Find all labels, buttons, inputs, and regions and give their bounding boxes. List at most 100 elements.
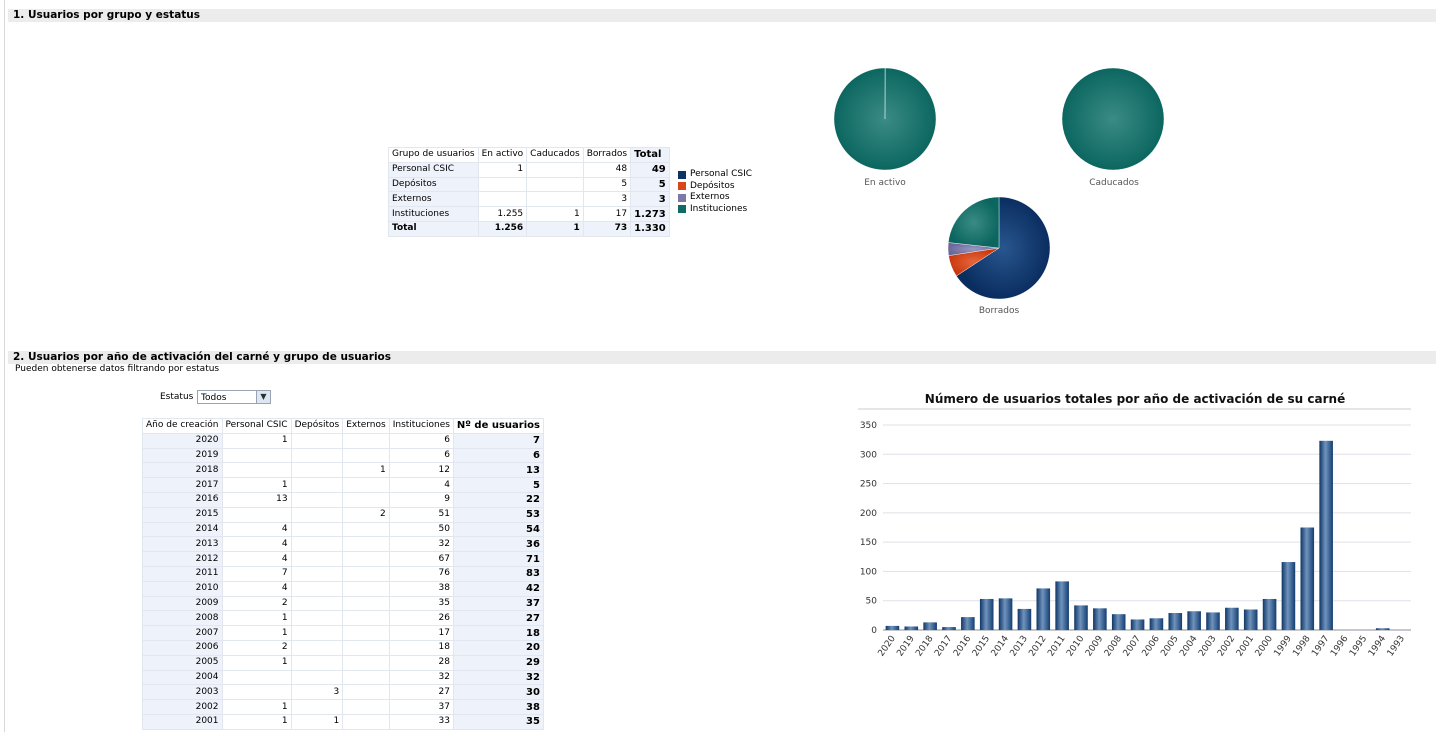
pie-borrados[interactable] [947, 196, 1051, 300]
bar-2014[interactable] [998, 598, 1013, 630]
row-total: 83 [452, 565, 544, 582]
cell: 51 [388, 506, 454, 523]
pie-label-caducados: Caducados [1089, 178, 1139, 188]
bar-2016[interactable] [961, 617, 975, 630]
row-label: Personal CSIC [388, 161, 479, 178]
col-header[interactable]: Caducados [526, 147, 584, 163]
legend-item[interactable]: Instituciones [678, 204, 752, 216]
bar-2000[interactable] [1262, 598, 1277, 630]
table-row: 2006 2 18 20 [142, 639, 544, 656]
table-row: 2002 1 37 38 [142, 699, 544, 715]
legend-item[interactable]: Personal CSIC [678, 169, 752, 181]
bar-2018[interactable] [923, 622, 937, 630]
bar-2005[interactable] [1168, 613, 1183, 630]
row-total: 54 [452, 521, 544, 538]
bar-2010[interactable] [1074, 605, 1088, 630]
slice-instituciones[interactable] [1061, 67, 1165, 171]
x-tick-label: 1995 [1348, 634, 1369, 658]
bar-2006[interactable] [1149, 618, 1164, 630]
left-border [4, 0, 5, 732]
cell [290, 521, 344, 538]
legend-item[interactable]: Externos [678, 192, 752, 204]
row-total: 32 [452, 669, 544, 686]
bar-2002[interactable] [1225, 607, 1239, 630]
cell: 27 [388, 684, 454, 701]
col-header-total[interactable]: Nº de usuarios [452, 418, 544, 434]
col-header[interactable]: Depósitos [290, 418, 344, 434]
cell [342, 536, 390, 553]
row-total: 18 [452, 625, 544, 641]
bar-2015[interactable] [979, 598, 994, 630]
status-filter-label: Estatus [160, 392, 194, 402]
legend-item[interactable]: Depósitos [678, 181, 752, 193]
bar-2008[interactable] [1111, 614, 1126, 630]
row-label: Total [388, 220, 479, 237]
row-total: 13 [452, 462, 544, 479]
row-total: 3 [630, 191, 670, 208]
bar-2003[interactable] [1206, 612, 1220, 630]
cell: 67 [388, 551, 454, 567]
pie-label-borrados: Borrados [978, 306, 1020, 316]
bar-2020[interactable] [885, 625, 900, 630]
cell: 50 [388, 521, 454, 538]
pie-en-activo[interactable] [833, 67, 937, 171]
col-header[interactable]: Personal CSIC [221, 418, 292, 434]
bar-2019[interactable] [904, 626, 919, 630]
bar-1999[interactable] [1281, 562, 1296, 630]
table-row: 2015 2 51 53 [142, 506, 544, 523]
bar-2012[interactable] [1036, 588, 1051, 630]
cell [221, 462, 292, 479]
cell: 35 [388, 595, 454, 612]
bar-2013[interactable] [1017, 608, 1032, 630]
legend-swatch [678, 170, 686, 179]
row-year: 2016 [142, 491, 223, 508]
slice-instituciones[interactable] [833, 67, 937, 171]
x-tick-label: 2009 [1084, 634, 1105, 659]
x-tick-label: 1994 [1367, 634, 1388, 659]
cell: 38 [388, 580, 454, 597]
cell: 26 [388, 610, 454, 627]
bar-1994[interactable] [1375, 628, 1390, 630]
section2-title: 2. Usuarios por año de activación del ca… [8, 351, 1436, 364]
cell: 13 [221, 491, 292, 508]
x-tick-label: 2015 [971, 634, 992, 658]
row-year: 2011 [142, 565, 223, 582]
y-tick-label: 350 [860, 421, 877, 431]
cell [290, 447, 344, 464]
col-header[interactable]: Instituciones [388, 418, 454, 434]
bar-2017[interactable] [942, 627, 956, 630]
cell [290, 536, 344, 553]
pie-charts [833, 67, 1165, 300]
pie-caducados[interactable] [1061, 67, 1165, 171]
table-row: 2012 4 67 71 [142, 551, 544, 567]
pie-legend: Personal CSIC Depósitos Externos Institu… [678, 169, 752, 215]
legend-label: Instituciones [690, 203, 748, 214]
cell [221, 669, 292, 686]
bar-2009[interactable] [1093, 608, 1107, 630]
cell [342, 639, 390, 656]
bar-2011[interactable] [1055, 581, 1069, 630]
x-tick-label: 2000 [1254, 634, 1275, 659]
bar-2004[interactable] [1187, 611, 1201, 630]
bar-2001[interactable] [1243, 609, 1258, 631]
cell [290, 462, 344, 479]
cell [342, 669, 390, 686]
row-year: 2018 [142, 462, 223, 479]
row-year: 2004 [142, 669, 223, 686]
table-row: 2008 1 26 27 [142, 610, 544, 627]
col-header[interactable]: Externos [342, 418, 390, 434]
slice-instituciones[interactable] [948, 196, 1000, 249]
x-tick-label: 2016 [952, 634, 973, 659]
section2-subtitle: Pueden obtenerse datos filtrando por est… [15, 364, 220, 374]
cell [290, 506, 344, 523]
bar-1998[interactable] [1300, 527, 1315, 631]
row-total: 22 [452, 491, 544, 508]
bar-2007[interactable] [1130, 619, 1145, 630]
bar-1997[interactable] [1319, 440, 1333, 630]
cell [342, 565, 390, 582]
status-filter-select[interactable]: Todos ▼ [197, 390, 271, 404]
chevron-down-icon[interactable]: ▼ [256, 391, 270, 403]
col-header[interactable]: Año de creación [142, 418, 223, 434]
slice-personal-csic[interactable] [956, 196, 1051, 300]
y-tick-label: 50 [866, 597, 878, 607]
